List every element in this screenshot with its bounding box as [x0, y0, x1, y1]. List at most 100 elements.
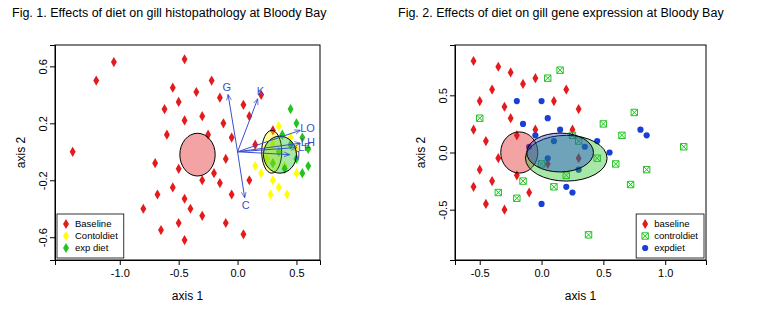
- point: [158, 225, 164, 235]
- point: [495, 189, 501, 195]
- point-symbol: [176, 218, 182, 228]
- chart-title: Fig. 1. Effects of diet on gill histopat…: [12, 6, 327, 20]
- point-symbol: [176, 164, 182, 174]
- point-symbol: [502, 102, 508, 112]
- point: [182, 235, 188, 245]
- point: [471, 125, 477, 135]
- x-axis: -0.5 0.0 0.5 1.0: [456, 260, 707, 279]
- point: [471, 56, 477, 66]
- point: [241, 229, 247, 239]
- point-symbol: [471, 56, 477, 66]
- point-symbol: [220, 118, 226, 128]
- point: [520, 178, 526, 184]
- point: [217, 178, 223, 188]
- legend-label: Contoldiet: [75, 230, 118, 241]
- point: [276, 121, 282, 131]
- x-tick: 1.0: [658, 260, 673, 279]
- point: [294, 168, 300, 178]
- point-symbol: [545, 75, 551, 81]
- point-symbol: [526, 187, 532, 197]
- point-symbol: [557, 67, 563, 73]
- y-tick-label: 0.0: [437, 145, 449, 160]
- legend-box: [636, 214, 704, 258]
- point: [288, 104, 294, 114]
- x-tick: -0.5: [471, 260, 490, 279]
- point: [545, 115, 551, 121]
- vector-arrow: [238, 143, 300, 152]
- point-symbol: [520, 79, 526, 89]
- vector-arrow: [238, 152, 245, 198]
- point: [631, 109, 637, 115]
- point: [606, 149, 612, 155]
- chart-title: Fig. 2. Effects of diet on gill gene exp…: [398, 6, 724, 20]
- y-axis-line: [50, 46, 56, 261]
- x-tick: -0.5: [170, 260, 189, 279]
- point: [627, 181, 633, 187]
- point-symbol: [606, 149, 612, 155]
- legend: baselinecontroldietexpdiet: [636, 214, 704, 258]
- series-points: [514, 98, 650, 207]
- point-symbol: [681, 144, 687, 150]
- point-symbol: [627, 181, 633, 187]
- x-axis-title: axis 1: [565, 289, 597, 303]
- point-symbol: [170, 182, 176, 192]
- y-tick-label: 0.5: [437, 88, 449, 103]
- point: [162, 104, 168, 114]
- y-tick-label: -0.6: [37, 228, 49, 247]
- point: [538, 98, 544, 104]
- point-symbol: [477, 165, 483, 175]
- point: [532, 132, 538, 138]
- point-symbol: [613, 161, 619, 167]
- plot-frame: [55, 45, 320, 260]
- point: [258, 168, 264, 178]
- point-symbol: [182, 235, 188, 245]
- x-tick: 0.0: [230, 260, 245, 279]
- point: [246, 175, 252, 185]
- point-symbol: [182, 194, 188, 204]
- y-axis-title: axis 2: [414, 137, 428, 169]
- point-symbol: [600, 121, 606, 127]
- point: [483, 136, 489, 146]
- x-tick: 0.5: [596, 260, 611, 279]
- x-tick-label: 1.0: [658, 267, 673, 279]
- point-symbol: [585, 232, 591, 238]
- point: [209, 75, 215, 85]
- y-axis: -0.50.00.5: [437, 46, 456, 261]
- point: [502, 205, 508, 215]
- vector-arrow: [238, 99, 258, 152]
- point: [600, 121, 606, 127]
- point: [299, 168, 305, 178]
- legend-symbol: [642, 245, 648, 251]
- legend-symbol: [63, 219, 69, 229]
- point: [502, 102, 508, 112]
- point: [170, 182, 176, 192]
- point-symbol: [576, 104, 582, 114]
- point: [613, 161, 619, 167]
- y-axis: -0.6-0.20.20.6: [37, 46, 56, 261]
- point-symbol: [502, 205, 508, 215]
- point-symbol: [111, 57, 117, 67]
- y-tick-mark: [450, 153, 455, 154]
- point: [551, 184, 557, 190]
- point-symbol: [182, 115, 188, 125]
- point: [569, 189, 575, 195]
- point-symbol: [223, 154, 229, 164]
- point: [170, 83, 176, 93]
- x-tick: 0.0: [534, 260, 549, 279]
- x-tick-label: 0.5: [596, 267, 611, 279]
- point-symbol: [471, 125, 477, 135]
- x-tick-label: 0.0: [534, 267, 549, 279]
- point: [252, 161, 258, 171]
- point-symbol: [508, 113, 514, 123]
- x-axis-line: [456, 261, 707, 266]
- point: [229, 189, 235, 199]
- y-tick-label: 0.6: [37, 59, 49, 74]
- point: [70, 147, 76, 157]
- point-symbol: [644, 132, 650, 138]
- point-symbol: [520, 121, 526, 127]
- point: [229, 132, 235, 142]
- vector-labels: GKCLOLHLFJ: [223, 81, 316, 211]
- y-tick-mark: [450, 210, 455, 211]
- point-symbol: [182, 54, 188, 64]
- point: [471, 182, 477, 192]
